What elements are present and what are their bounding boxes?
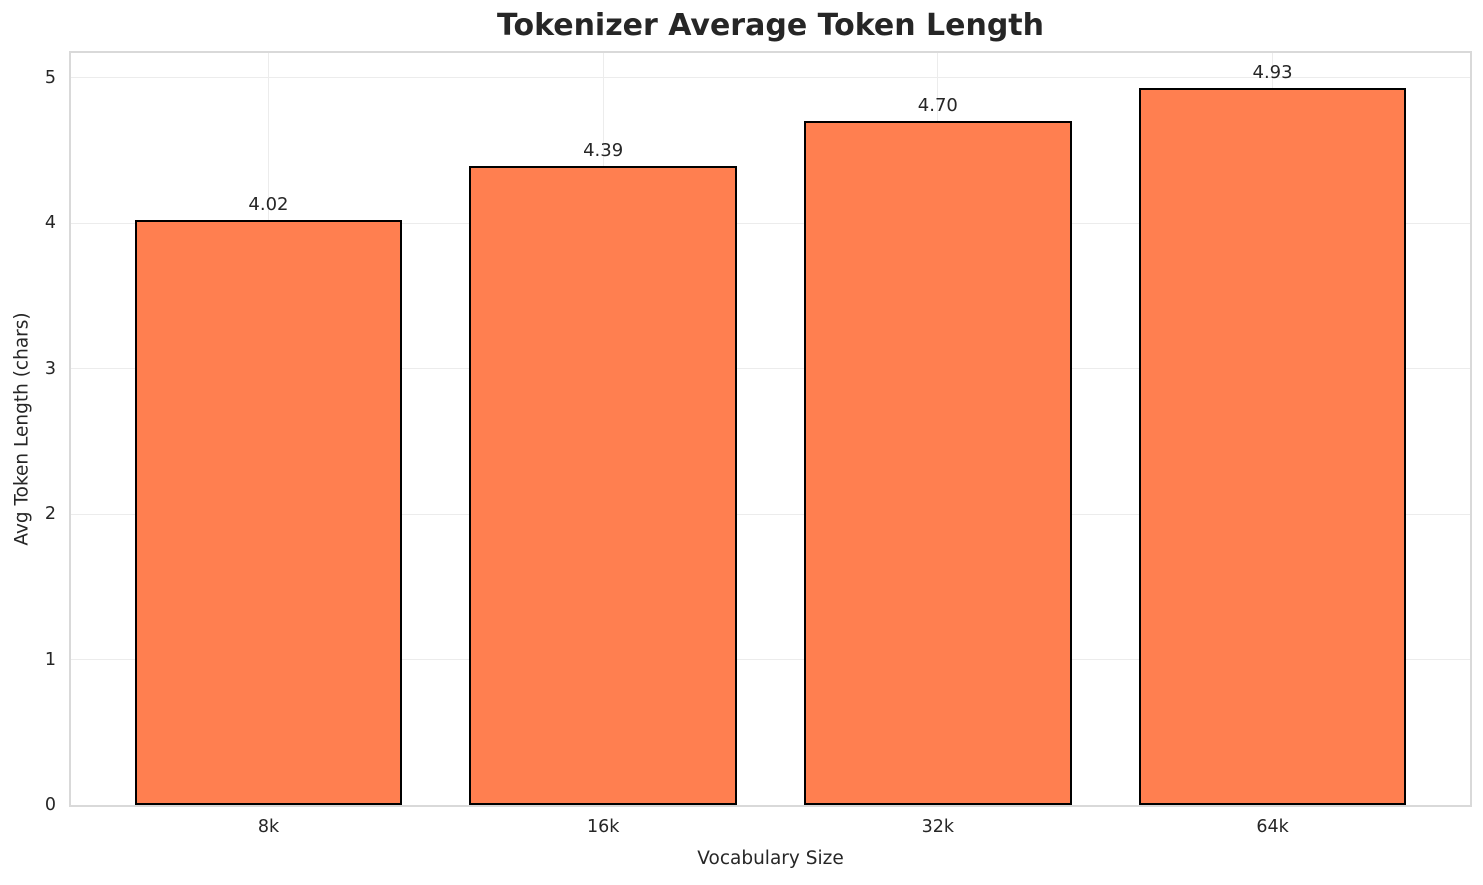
horizontal-gridline	[71, 659, 1470, 661]
x-tick-label: 16k	[586, 817, 620, 837]
x-tick-label: 32k	[921, 817, 955, 837]
horizontal-gridline	[71, 368, 1470, 370]
bar	[469, 166, 738, 805]
bar-value-label: 4.39	[583, 140, 624, 162]
y-tick-label: 3	[44, 358, 56, 379]
y-tick-label: 5	[44, 67, 56, 88]
y-tick-label: 4	[44, 213, 56, 234]
y-tick-label: 2	[44, 504, 56, 525]
bar-value-label: 4.02	[248, 194, 289, 216]
chart-title: Tokenizer Average Token Length	[496, 8, 1044, 43]
horizontal-gridline	[71, 77, 1470, 79]
bar-value-label: 4.70	[917, 95, 958, 117]
y-tick-label: 1	[44, 649, 56, 670]
plot-area: 4.02 4.39 4.70 4.93	[69, 51, 1472, 807]
horizontal-gridline	[71, 222, 1470, 224]
bar	[803, 121, 1072, 805]
x-tick-label: 8k	[257, 817, 280, 837]
y-tick-label: 0	[44, 795, 56, 815]
x-tick-label: 64k	[1256, 817, 1289, 837]
horizontal-gridline	[71, 513, 1470, 515]
x-axis-label: Vocabulary Size	[697, 848, 844, 869]
bar	[134, 220, 403, 805]
bar-value-label: 4.93	[1252, 61, 1293, 83]
bar	[1138, 87, 1407, 805]
